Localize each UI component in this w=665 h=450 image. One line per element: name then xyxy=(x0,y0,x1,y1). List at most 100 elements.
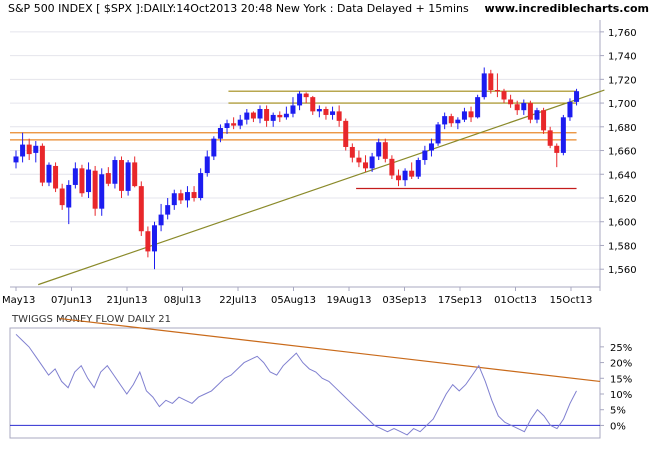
x-tick-label: 19Aug13 xyxy=(327,295,372,306)
candle-up xyxy=(33,145,39,153)
candle-down xyxy=(349,146,355,158)
x-axis: May13 07Jun13 21Jun13 08Jul13 22Jul13 05Aug13… xyxy=(2,287,592,306)
x-tick-label: 22Jul13 xyxy=(219,295,257,306)
x-tick-label: May13 xyxy=(2,295,35,306)
candle-up xyxy=(86,169,92,193)
candle-down xyxy=(336,111,342,121)
candle-down xyxy=(53,165,59,189)
candle-up xyxy=(270,114,276,121)
trendline xyxy=(38,89,605,286)
candle-down xyxy=(395,175,401,181)
candle-up xyxy=(316,109,322,112)
money-flow-tick-label: 0% xyxy=(610,421,626,432)
candle-up xyxy=(534,110,540,120)
candle-down xyxy=(92,170,98,209)
candle-down xyxy=(554,145,560,153)
candle-down xyxy=(250,112,256,119)
candle-down xyxy=(527,103,533,120)
candle-down xyxy=(323,109,329,115)
candle-down xyxy=(79,168,85,194)
candle-down xyxy=(310,97,316,112)
candle-down xyxy=(343,120,349,147)
x-tick-label: 07Jun13 xyxy=(51,295,92,306)
x-tick-label: 15Oct13 xyxy=(550,295,593,306)
price-tick-label: 1,700 xyxy=(608,99,637,110)
candle-down xyxy=(119,160,125,191)
candle-down xyxy=(145,231,151,252)
candle-down xyxy=(468,111,474,118)
candle-up xyxy=(66,184,72,208)
money-flow-tick-label: 15% xyxy=(610,374,632,385)
x-tick-label: 03Sep13 xyxy=(382,295,426,306)
candle-down xyxy=(39,145,45,183)
price-tick-label: 1,600 xyxy=(608,218,637,229)
candle-up xyxy=(257,109,263,119)
candle-down xyxy=(488,73,494,91)
price-tick-label: 1,740 xyxy=(608,52,637,63)
candle-up xyxy=(217,127,223,139)
candle-up xyxy=(72,168,78,185)
candle-down xyxy=(59,188,65,206)
x-tick-label: 05Aug13 xyxy=(271,295,316,306)
x-tick-label: 17Sep13 xyxy=(438,295,482,306)
candle-up xyxy=(99,174,105,209)
candle-up xyxy=(435,124,441,144)
money-flow-tick-label: 10% xyxy=(610,390,632,401)
chart-title: S&P 500 INDEX [ $SPX ]:DAILY:14Oct2013 2… xyxy=(8,2,469,15)
candle-down xyxy=(191,192,197,198)
candle-up xyxy=(461,111,467,120)
candle-up xyxy=(46,164,52,183)
price-tick-label: 1,760 xyxy=(608,28,637,39)
x-tick-label: 08Jul13 xyxy=(164,295,202,306)
candle-up xyxy=(481,73,487,98)
candle-down xyxy=(389,158,395,176)
candle-down xyxy=(264,109,270,121)
price-tick-label: 1,640 xyxy=(608,170,637,181)
candle-up xyxy=(112,160,118,184)
candle-up xyxy=(125,162,131,191)
candle-up xyxy=(204,156,210,174)
candle-down xyxy=(514,104,520,111)
candle-up xyxy=(574,91,580,102)
candle-up xyxy=(415,160,421,177)
candle-down xyxy=(547,130,553,146)
price-panel: 1,560 1,580 1,600 1,620 1,640 1,660 1,680 1,700… xyxy=(10,20,637,291)
candle-up xyxy=(567,101,573,118)
candle-up xyxy=(211,138,217,157)
candle-down xyxy=(277,114,283,118)
candle-down xyxy=(231,123,237,126)
candle-up xyxy=(521,103,527,111)
candle-down xyxy=(178,193,184,201)
candle-up xyxy=(198,173,204,198)
candle-down xyxy=(382,142,388,159)
x-tick-label: 01Oct13 xyxy=(494,295,537,306)
candle-up xyxy=(237,119,243,126)
candle-down xyxy=(105,173,111,184)
candle-up xyxy=(13,156,19,163)
candle-up xyxy=(171,193,177,206)
candle-up xyxy=(224,123,230,128)
price-tick-label: 1,720 xyxy=(608,75,637,86)
money-flow-line xyxy=(15,333,577,436)
candle-up xyxy=(244,112,250,120)
money-flow-tick-label: 5% xyxy=(610,406,626,417)
candle-down xyxy=(132,162,138,187)
money-flow-trendline xyxy=(59,317,601,383)
candle-up xyxy=(165,205,171,215)
candle-down xyxy=(26,144,32,155)
candle-down xyxy=(448,116,454,124)
site-url[interactable]: www.incrediblecharts.com xyxy=(484,2,649,15)
candle-up xyxy=(290,105,296,114)
candle-up xyxy=(20,144,26,157)
candle-up xyxy=(151,225,157,252)
candle-down xyxy=(363,162,369,169)
candle-up xyxy=(475,97,481,118)
price-tick-label: 1,680 xyxy=(608,123,637,134)
candle-up xyxy=(158,214,164,226)
price-tick-label: 1,580 xyxy=(608,241,637,252)
candle-up xyxy=(560,117,566,153)
candle-up xyxy=(184,192,190,201)
candle-down xyxy=(541,110,547,131)
money-flow-tick-label: 25% xyxy=(610,343,632,354)
